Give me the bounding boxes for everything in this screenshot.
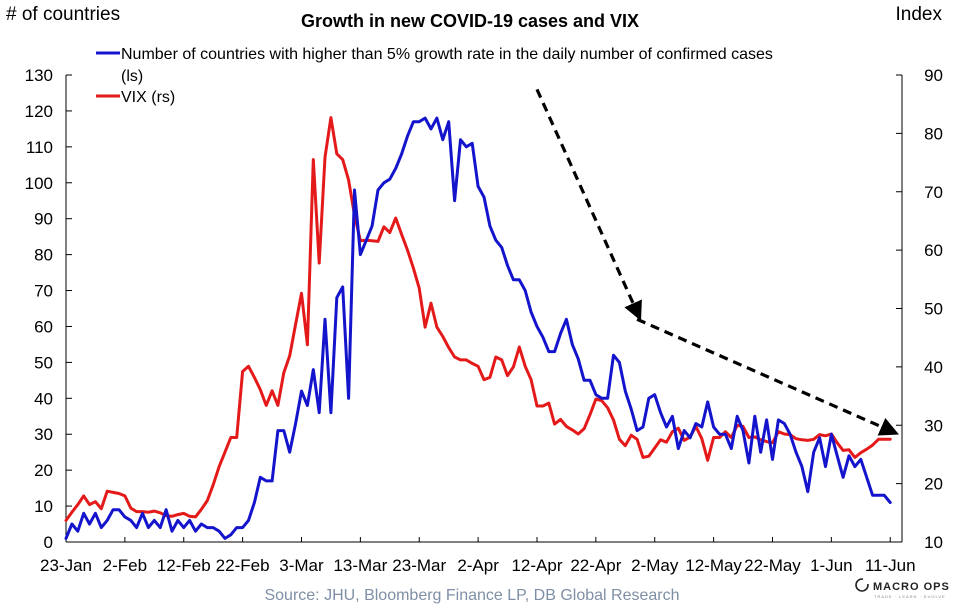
macro-ops-logo-icon xyxy=(855,577,871,592)
left-tick-label: 20 xyxy=(34,461,53,480)
left-tick-label: 40 xyxy=(34,389,53,408)
x-tick-label: 12-May xyxy=(685,556,742,575)
x-tick-label: 2-Feb xyxy=(103,556,147,575)
x-tick-label: 22-Feb xyxy=(216,556,270,575)
brand-tagline: TRADE · LEARN · EVOLVE xyxy=(874,594,946,599)
right-tick-label: 30 xyxy=(924,416,943,435)
left-tick-label: 0 xyxy=(44,533,53,552)
left-tick-label: 100 xyxy=(25,174,53,193)
right-tick-label: 80 xyxy=(924,124,943,143)
left-axis-label: # of countries xyxy=(6,4,120,25)
left-tick-label: 120 xyxy=(25,102,53,121)
x-tick-label: 3-Mar xyxy=(279,556,324,575)
right-tick-label: 20 xyxy=(924,475,943,494)
left-tick-label: 90 xyxy=(34,210,53,229)
x-tick-label: 12-Apr xyxy=(511,556,562,575)
right-tick-label: 60 xyxy=(924,241,943,260)
x-tick-label: 2-May xyxy=(631,556,679,575)
x-tick-label: 23-Jan xyxy=(40,556,92,575)
trend-arrow xyxy=(535,88,642,321)
x-tick-label: 22-May xyxy=(744,556,801,575)
x-tick-label: 13-Mar xyxy=(333,556,387,575)
macro-ops-logo: MACRO OPS TRADE · LEARN · EVOLVE xyxy=(855,577,950,599)
x-tick-label: 23-Mar xyxy=(392,556,446,575)
right-axis-label: Index xyxy=(896,4,943,25)
left-tick-label: 10 xyxy=(34,497,53,516)
legend: Number of countries with higher than 5% … xyxy=(96,46,773,106)
x-tick-label: 2-Apr xyxy=(457,556,499,575)
trend-arrow xyxy=(636,317,900,436)
legend-label-countries-suffix: (ls) xyxy=(121,68,143,85)
right-tick-label: 10 xyxy=(924,533,943,552)
left-tick-label: 80 xyxy=(34,246,53,265)
legend-label-countries: Number of countries with higher than 5% … xyxy=(121,46,773,63)
left-tick-label: 60 xyxy=(34,317,53,336)
left-tick-label: 130 xyxy=(25,66,53,85)
left-tick-label: 30 xyxy=(34,425,53,444)
x-tick-label: 11-Jun xyxy=(865,556,916,575)
trend-arrows xyxy=(535,88,900,436)
left-tick-label: 70 xyxy=(34,282,53,301)
x-tick-label: 1-Jun xyxy=(810,556,853,575)
axes: 0 10 20 30 40 50 60 70 80 90 100 110 120 130 10 20 30 40 5… xyxy=(25,66,943,575)
chart-title: Growth in new COVID-19 cases and VIX xyxy=(301,11,639,31)
x-tick-label: 22-Apr xyxy=(570,556,621,575)
left-tick-label: 50 xyxy=(34,353,53,372)
legend-label-vix: VIX (rs) xyxy=(121,89,175,106)
right-tick-label: 50 xyxy=(924,300,943,319)
x-tick-label: 12-Feb xyxy=(157,556,211,575)
brand-name: MACRO OPS xyxy=(873,581,950,593)
series-lines xyxy=(64,116,892,540)
source-note: Source: JHU, Bloomberg Finance LP, DB Gl… xyxy=(264,587,679,604)
right-tick-label: 90 xyxy=(924,66,943,85)
countries-series-line xyxy=(64,116,892,540)
left-tick-label: 110 xyxy=(26,138,53,157)
right-tick-label: 70 xyxy=(924,183,943,202)
right-tick-label: 40 xyxy=(924,358,943,377)
